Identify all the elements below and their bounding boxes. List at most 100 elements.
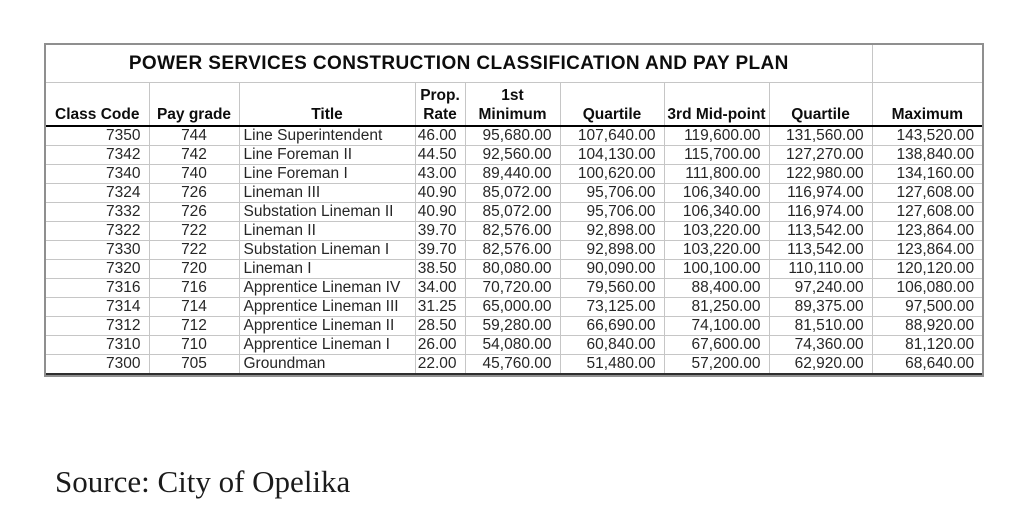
cell-class-code: 7320 [46,259,150,279]
cell-mid-point: 106,340.00 [664,183,770,203]
cell-minimum: 85,072.00 [465,202,561,222]
table-title-row: POWER SERVICES CONSTRUCTION CLASSIFICATI… [46,45,983,83]
cell-quartile-1st: 100,620.00 [560,164,665,184]
header-cell-mid-point: 3rd Mid-point [664,82,770,127]
cell-mid-point: 115,700.00 [664,145,770,165]
cell-class-code: 7324 [46,183,150,203]
cell-maximum: 106,080.00 [872,278,983,298]
cell-quartile-1st: 92,898.00 [560,240,665,260]
cell-pay-grade: 722 [149,221,240,241]
cell-quartile-1st: 95,706.00 [560,183,665,203]
header-label: Quartile [582,106,642,123]
cell-prop-rate: 44.50 [415,145,466,165]
cell-maximum: 81,120.00 [872,335,983,355]
table-row: 7320 720 Lineman I 38.50 80,080.00 90,090.00 1… [46,259,983,279]
cell-mid-point: 74,100.00 [664,316,770,336]
pay-plan-table-container: POWER SERVICES CONSTRUCTION CLASSIFICATI… [44,43,984,377]
cell-title: Line Foreman I [239,164,416,184]
cell-class-code: 7350 [46,126,150,146]
cell-quartile-1st: 79,560.00 [560,278,665,298]
cell-mid-point: 88,400.00 [664,278,770,298]
cell-minimum: 95,680.00 [465,126,561,146]
cell-quartile-1st: 60,840.00 [560,335,665,355]
cell-title: Lineman III [239,183,416,203]
cell-maximum: 68,640.00 [872,354,983,375]
cell-quartile-1st: 66,690.00 [560,316,665,336]
header-label-top: 1st [501,87,524,104]
cell-minimum: 65,000.00 [465,297,561,317]
cell-maximum: 88,920.00 [872,316,983,336]
header-label: 3rd Mid-point [667,106,766,123]
cell-maximum: 127,608.00 [872,202,983,222]
cell-pay-grade: 726 [149,183,240,203]
cell-maximum: 134,160.00 [872,164,983,184]
cell-quartile-3rd: 74,360.00 [769,335,873,355]
header-cell-title: Title [239,82,416,127]
header-label: Rate [423,106,457,123]
table-row: 7322 722 Lineman II 39.70 82,576.00 92,898.00… [46,221,983,241]
cell-maximum: 120,120.00 [872,259,983,279]
cell-maximum: 143,520.00 [872,126,983,146]
cell-title: Apprentice Lineman III [239,297,416,317]
cell-prop-rate: 31.25 [415,297,466,317]
header-label: Pay grade [156,106,232,123]
cell-prop-rate: 43.00 [415,164,466,184]
table-row: 7324 726 Lineman III 40.90 85,072.00 95,706.0… [46,183,983,203]
cell-minimum: 54,080.00 [465,335,561,355]
cell-title: Lineman II [239,221,416,241]
cell-prop-rate: 39.70 [415,240,466,260]
cell-quartile-3rd: 110,110.00 [769,259,873,279]
cell-pay-grade: 716 [149,278,240,298]
cell-quartile-3rd: 131,560.00 [769,126,873,146]
cell-maximum: 127,608.00 [872,183,983,203]
table-header-row: Class Code Pay grade Title Prop. Rate 1st Mini… [46,82,983,127]
cell-title: Groundman [239,354,416,375]
cell-class-code: 7316 [46,278,150,298]
cell-maximum: 123,864.00 [872,240,983,260]
cell-mid-point: 103,220.00 [664,240,770,260]
table-title: POWER SERVICES CONSTRUCTION CLASSIFICATI… [46,45,873,83]
table-row: 7310 710 Apprentice Lineman I 26.00 54,080.0… [46,335,983,355]
cell-quartile-3rd: 62,920.00 [769,354,873,375]
header-label: Maximum [891,106,964,123]
cell-prop-rate: 22.00 [415,354,466,375]
cell-quartile-3rd: 97,240.00 [769,278,873,298]
cell-mid-point: 81,250.00 [664,297,770,317]
header-cell-class-code: Class Code [46,82,150,127]
cell-quartile-1st: 51,480.00 [560,354,665,375]
cell-mid-point: 57,200.00 [664,354,770,375]
cell-pay-grade: 720 [149,259,240,279]
cell-pay-grade: 740 [149,164,240,184]
cell-mid-point: 111,800.00 [664,164,770,184]
cell-title: Substation Lineman II [239,202,416,222]
cell-class-code: 7330 [46,240,150,260]
cell-quartile-3rd: 89,375.00 [769,297,873,317]
header-cell-quartile-1st: Quartile [560,82,665,127]
cell-pay-grade: 714 [149,297,240,317]
header-label: Class Code [55,106,140,123]
cell-title: Apprentice Lineman II [239,316,416,336]
cell-minimum: 80,080.00 [465,259,561,279]
table-row: 7312 712 Apprentice Lineman II 28.50 59,280.… [46,316,983,336]
cell-pay-grade: 726 [149,202,240,222]
cell-quartile-3rd: 116,974.00 [769,202,873,222]
cell-prop-rate: 39.70 [415,221,466,241]
cell-quartile-1st: 90,090.00 [560,259,665,279]
cell-quartile-1st: 107,640.00 [560,126,665,146]
cell-quartile-1st: 73,125.00 [560,297,665,317]
table-row: 7316 716 Apprentice Lineman IV 34.00 70,720.… [46,278,983,298]
table-row: 7300 705 Groundman 22.00 45,760.00 51,480.00 5… [46,354,983,375]
cell-quartile-3rd: 122,980.00 [769,164,873,184]
header-label: Quartile [791,106,850,123]
cell-quartile-3rd: 113,542.00 [769,221,873,241]
cell-quartile-1st: 92,898.00 [560,221,665,241]
cell-class-code: 7342 [46,145,150,165]
cell-class-code: 7332 [46,202,150,222]
header-cell-maximum: Maximum [872,82,983,127]
cell-pay-grade: 742 [149,145,240,165]
header-cell-minimum: 1st Minimum [465,82,561,127]
cell-quartile-3rd: 81,510.00 [769,316,873,336]
cell-title: Lineman I [239,259,416,279]
cell-prop-rate: 40.90 [415,202,466,222]
